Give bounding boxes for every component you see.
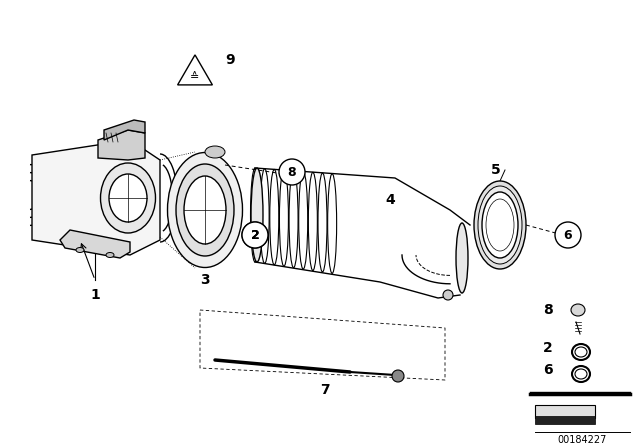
Ellipse shape [76,247,84,253]
Ellipse shape [474,181,526,269]
Ellipse shape [109,174,147,222]
Text: 6: 6 [564,228,572,241]
Text: 6: 6 [543,363,553,377]
Ellipse shape [575,347,587,357]
Text: 00184227: 00184227 [557,435,607,445]
Text: 2: 2 [251,228,259,241]
Ellipse shape [251,168,263,262]
Ellipse shape [443,290,453,300]
Text: ≙: ≙ [190,72,200,82]
Circle shape [279,159,305,185]
Ellipse shape [205,146,225,158]
Ellipse shape [184,176,226,244]
Text: 7: 7 [320,383,330,397]
Polygon shape [60,230,130,258]
Ellipse shape [100,163,156,233]
Text: 2: 2 [543,341,553,355]
Circle shape [242,222,268,248]
Polygon shape [535,416,595,424]
Text: 3: 3 [200,273,210,287]
Ellipse shape [478,186,522,264]
Circle shape [392,370,404,382]
Polygon shape [98,130,145,160]
Polygon shape [535,405,595,418]
Ellipse shape [486,199,514,251]
Ellipse shape [106,253,114,258]
Ellipse shape [575,369,587,379]
Ellipse shape [168,152,243,267]
Text: 1: 1 [90,288,100,302]
Ellipse shape [571,304,585,316]
Circle shape [242,222,268,248]
Text: 8: 8 [543,303,553,317]
Polygon shape [32,140,160,255]
Ellipse shape [176,164,234,256]
Text: 5: 5 [491,163,501,177]
Ellipse shape [456,223,468,293]
Text: 2: 2 [251,228,259,241]
Text: 9: 9 [225,53,235,67]
Text: 8: 8 [288,165,296,178]
Circle shape [555,222,581,248]
Text: 4: 4 [385,193,395,207]
Polygon shape [104,120,145,140]
Ellipse shape [482,192,518,258]
